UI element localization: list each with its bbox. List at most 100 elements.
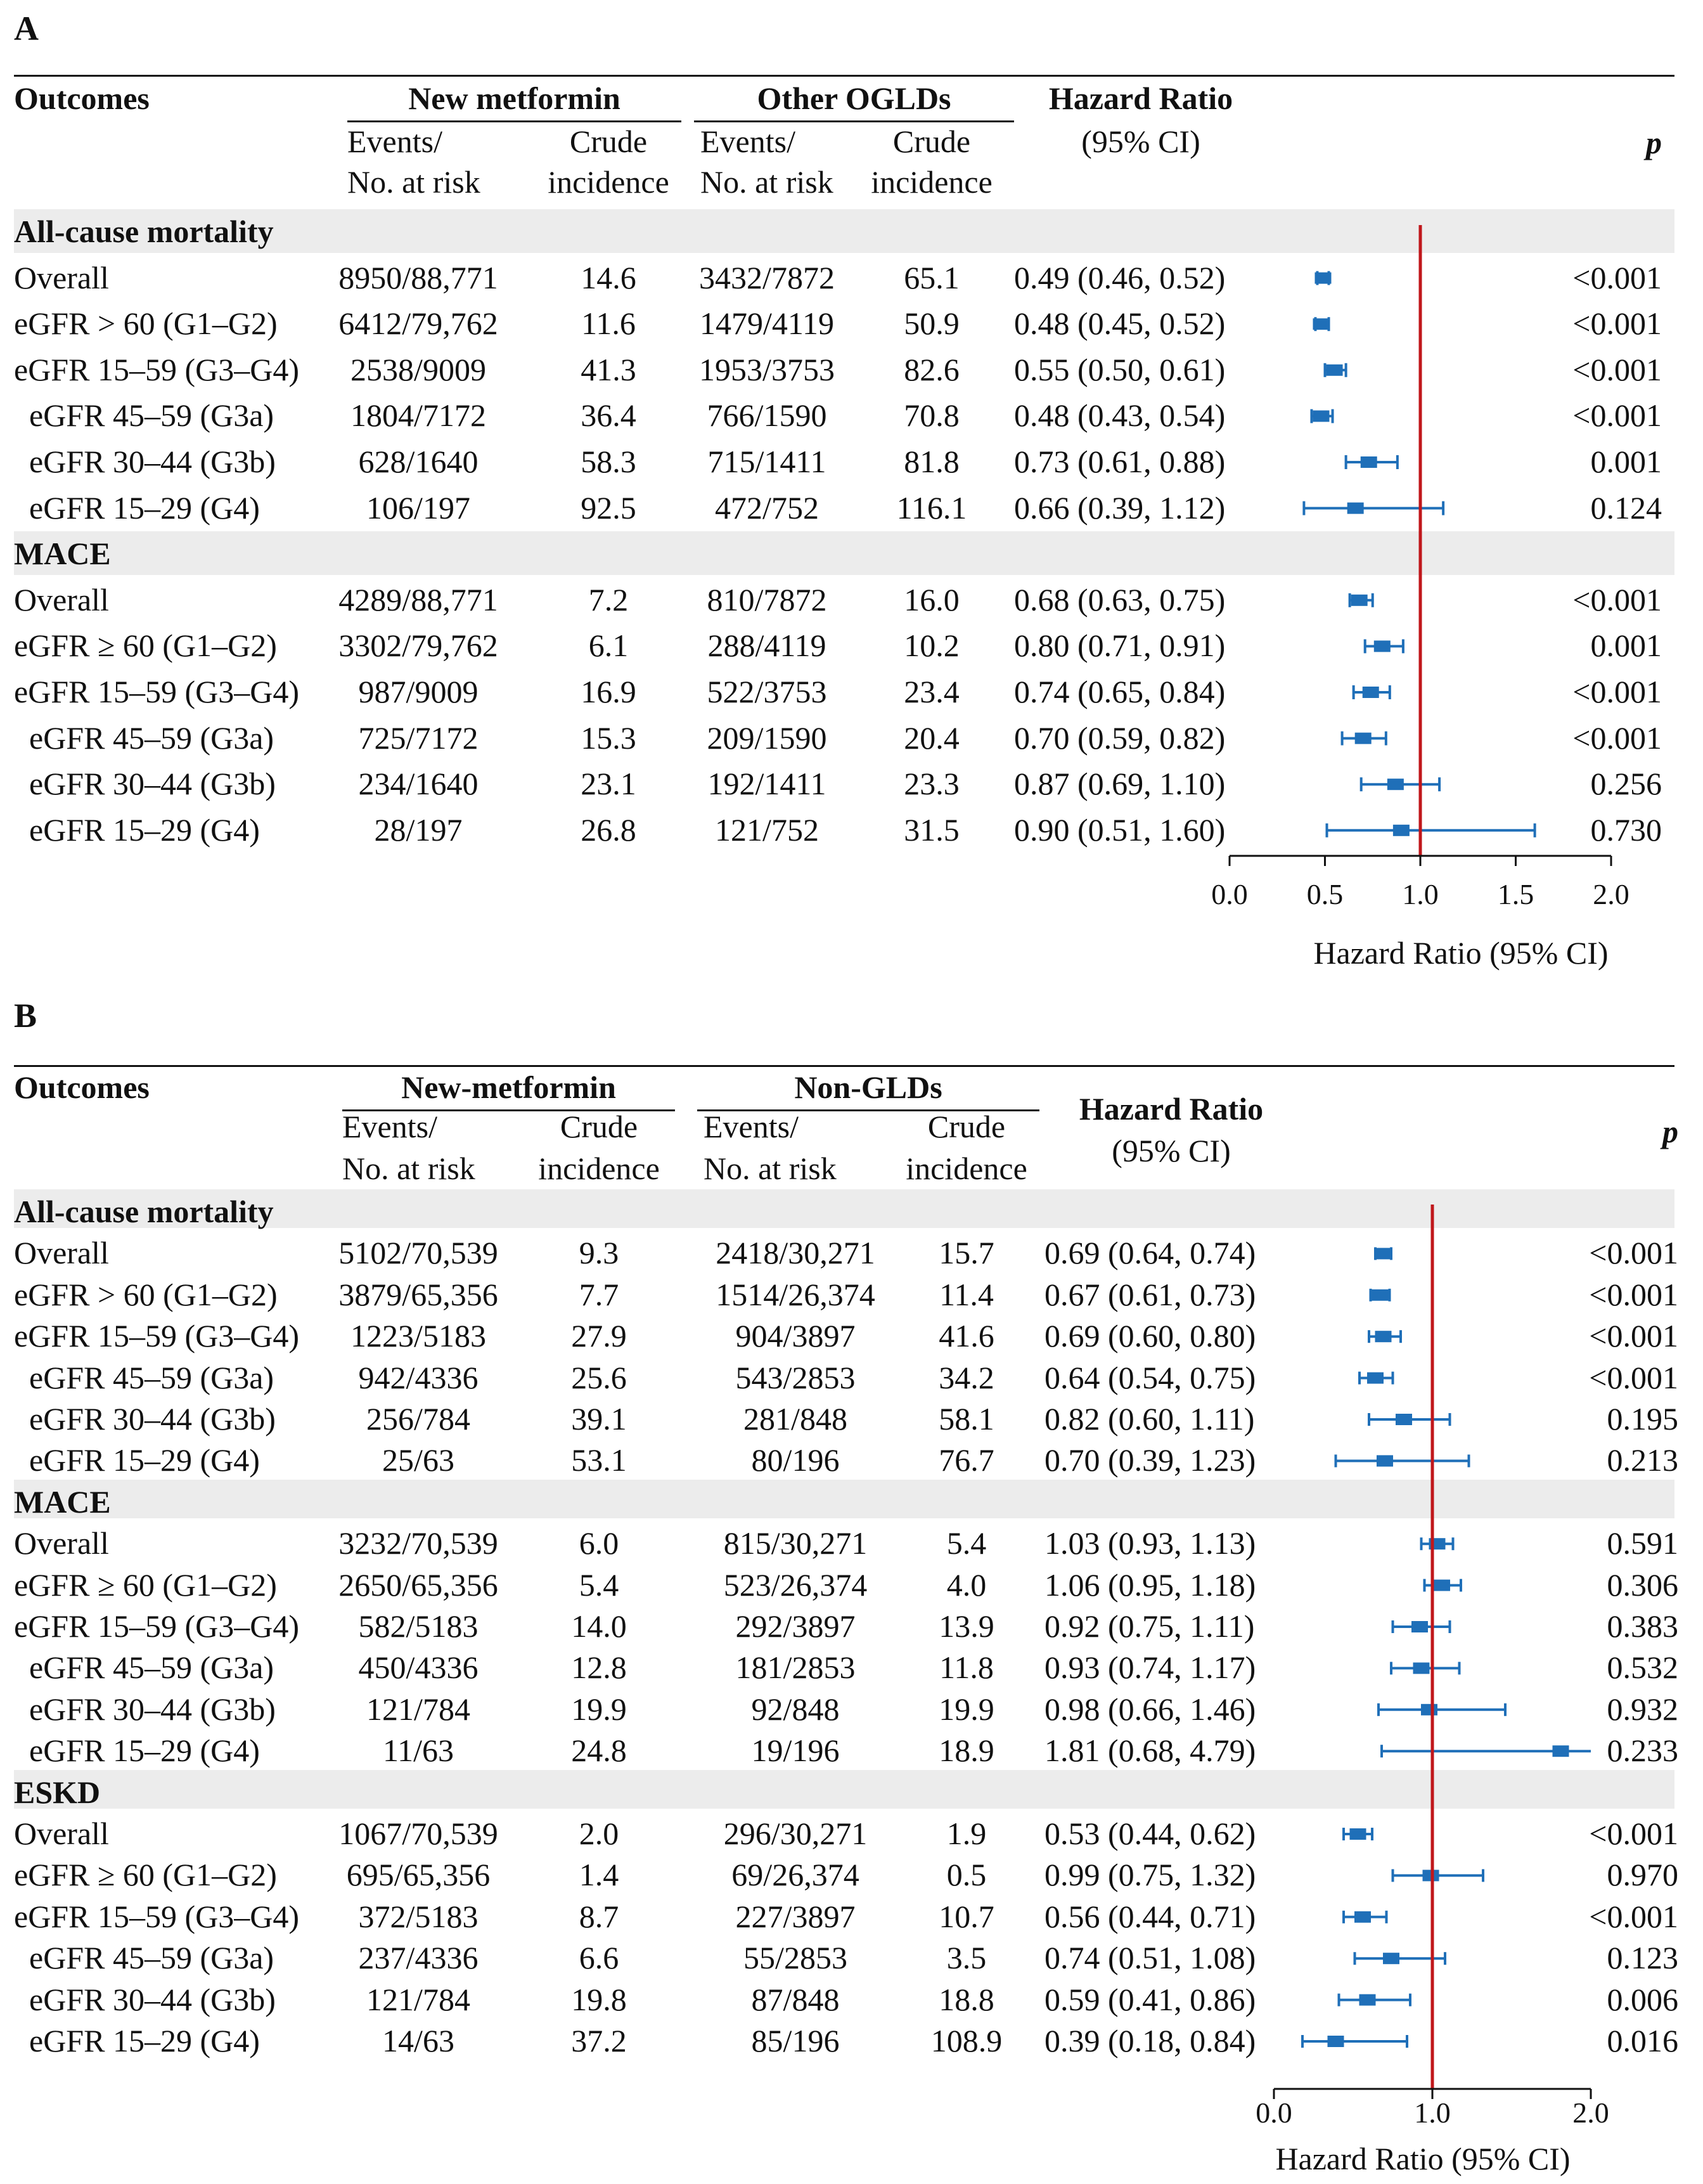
row-label: eGFR 45–59 (G3a) (29, 720, 274, 756)
events-group1: 987/9009 (358, 674, 479, 709)
crude-incidence-group2: 65.1 (904, 259, 960, 295)
hazard-ratio-point (1326, 364, 1343, 376)
p-value: <0.001 (1572, 674, 1662, 709)
hazard-ratio-ci: 0.70 (0.59, 0.82) (1014, 720, 1226, 756)
events-header-2: Events/ (704, 1109, 799, 1144)
p-value: 0.213 (1607, 1442, 1679, 1478)
row-label: eGFR 45–59 (G3a) (29, 1940, 274, 1976)
crude-incidence-group2: 23.4 (904, 674, 960, 709)
events-group2: 904/3897 (735, 1318, 856, 1354)
hazard-ratio-ci: 0.80 (0.71, 0.91) (1014, 628, 1226, 664)
p-value: <0.001 (1589, 1235, 1678, 1271)
events-group1: 237/4336 (358, 1940, 479, 1976)
hazard-ratio-point (1314, 272, 1332, 284)
row-label: eGFR > 60 (G1–G2) (14, 1276, 278, 1312)
crude-incidence-group1: 8.7 (579, 1898, 619, 1934)
crude-incidence-group1: 7.2 (588, 581, 629, 617)
hazard-ratio-ci: 1.81 (0.68, 4.79) (1044, 1733, 1256, 1769)
events-group2: 181/2853 (735, 1650, 856, 1686)
incidence-header-2: incidence (871, 164, 993, 200)
x-axis-tick-label: 1.0 (1402, 878, 1439, 910)
events-group1: 3302/79,762 (338, 628, 498, 664)
incidence-header-1: incidence (538, 1151, 660, 1186)
events-group2: 69/26,374 (731, 1857, 859, 1893)
crude-incidence-group2: 76.7 (939, 1442, 994, 1478)
events-group2: 815/30,271 (723, 1525, 868, 1561)
row-label: eGFR 15–29 (G4) (29, 1442, 260, 1478)
events-group2: 296/30,271 (723, 1816, 868, 1851)
p-value: <0.001 (1589, 1359, 1678, 1395)
p-value: <0.001 (1589, 1898, 1678, 1934)
events-group1: 1804/7172 (350, 397, 486, 434)
crude-header-2: Crude (892, 124, 971, 159)
hazard-ratio-point (1434, 1579, 1450, 1591)
events-group1: 6412/79,762 (338, 306, 498, 342)
p-value: <0.001 (1572, 581, 1662, 617)
events-group2: 80/196 (751, 1442, 840, 1478)
hazard-ratio-point (1387, 779, 1404, 791)
section-title: ESKD (14, 1774, 101, 1810)
crude-incidence-group2: 3.5 (946, 1940, 987, 1976)
crude-incidence-group2: 58.1 (939, 1401, 994, 1437)
section-shade (14, 209, 1674, 253)
events-group2: 472/752 (715, 489, 819, 526)
hazard-ratio-ci: 0.48 (0.45, 0.52) (1014, 306, 1226, 342)
group1-header: New metformin (408, 81, 620, 116)
hazard-ratio-point (1396, 1414, 1412, 1425)
events-group1: 2538/9009 (350, 351, 486, 387)
at-risk-header-2: No. at risk (704, 1151, 837, 1186)
crude-incidence-group2: 5.4 (946, 1525, 987, 1561)
crude-incidence-group1: 14.6 (581, 259, 636, 295)
p-value: 0.195 (1607, 1401, 1679, 1437)
incidence-header-1: incidence (548, 164, 669, 200)
row-label: eGFR 45–59 (G3a) (29, 1359, 274, 1395)
events-group1: 582/5183 (358, 1608, 479, 1644)
hazard-ratio-ci: 0.56 (0.44, 0.71) (1044, 1898, 1256, 1934)
p-value: 0.001 (1590, 628, 1662, 664)
x-axis-title: Hazard Ratio (95% CI) (1275, 2141, 1571, 2176)
hazard-ratio-point (1354, 1911, 1371, 1923)
row-label: eGFR 15–29 (G4) (29, 489, 260, 526)
events-group2: 1514/26,374 (716, 1276, 875, 1312)
crude-incidence-group1: 2.0 (579, 1816, 619, 1851)
crude-incidence-group1: 6.0 (579, 1525, 619, 1561)
events-group1: 695/65,356 (346, 1857, 491, 1893)
events-group1: 1223/5183 (350, 1318, 486, 1354)
events-group1: 5102/70,539 (338, 1235, 498, 1271)
hazard-ratio-point (1351, 594, 1368, 606)
hazard-ratio-ci: 0.70 (0.39, 1.23) (1044, 1442, 1256, 1478)
row-label: Overall (14, 1525, 109, 1561)
hazard-ratio-ci: 0.99 (0.75, 1.32) (1044, 1857, 1256, 1893)
row-label: eGFR 45–59 (G3a) (29, 397, 274, 434)
events-group2: 543/2853 (735, 1359, 856, 1395)
group1-underline (342, 1109, 675, 1111)
row-label: eGFR ≥ 60 (G1–G2) (14, 628, 277, 664)
hazard-ratio-point (1375, 1331, 1392, 1343)
hazard-ratio-point (1349, 1828, 1366, 1840)
hazard-ratio-point (1383, 1953, 1399, 1965)
hazard-ratio-point (1313, 318, 1330, 330)
hazard-ratio-ci: 0.92 (0.75, 1.11) (1044, 1608, 1255, 1644)
hazard-ratio-point (1313, 410, 1330, 422)
crude-incidence-group1: 6.6 (579, 1940, 619, 1976)
hazard-ratio-point (1372, 1289, 1389, 1301)
crude-incidence-group1: 92.5 (581, 489, 636, 526)
section-shade (14, 1189, 1674, 1229)
crude-incidence-group2: 10.7 (939, 1898, 994, 1934)
crude-header-1: Crude (569, 124, 648, 159)
events-group1: 725/7172 (358, 720, 479, 756)
events-group1: 2650/65,356 (338, 1567, 498, 1603)
crude-incidence-group2: 31.5 (904, 811, 960, 848)
row-label: eGFR ≥ 60 (G1–G2) (14, 1567, 277, 1603)
hazard-ratio-point (1377, 1455, 1393, 1467)
at-risk-header-1: No. at risk (342, 1151, 475, 1186)
hazard-ratio-ci: 0.55 (0.50, 0.61) (1014, 351, 1226, 387)
p-value: 0.306 (1607, 1567, 1679, 1603)
events-group1: 234/1640 (358, 766, 479, 802)
events-group2: 810/7872 (707, 581, 827, 617)
header-top-rule (14, 75, 1674, 77)
events-group2: 292/3897 (735, 1608, 856, 1644)
crude-header-1: Crude (560, 1109, 638, 1144)
crude-incidence-group2: 70.8 (904, 397, 960, 434)
